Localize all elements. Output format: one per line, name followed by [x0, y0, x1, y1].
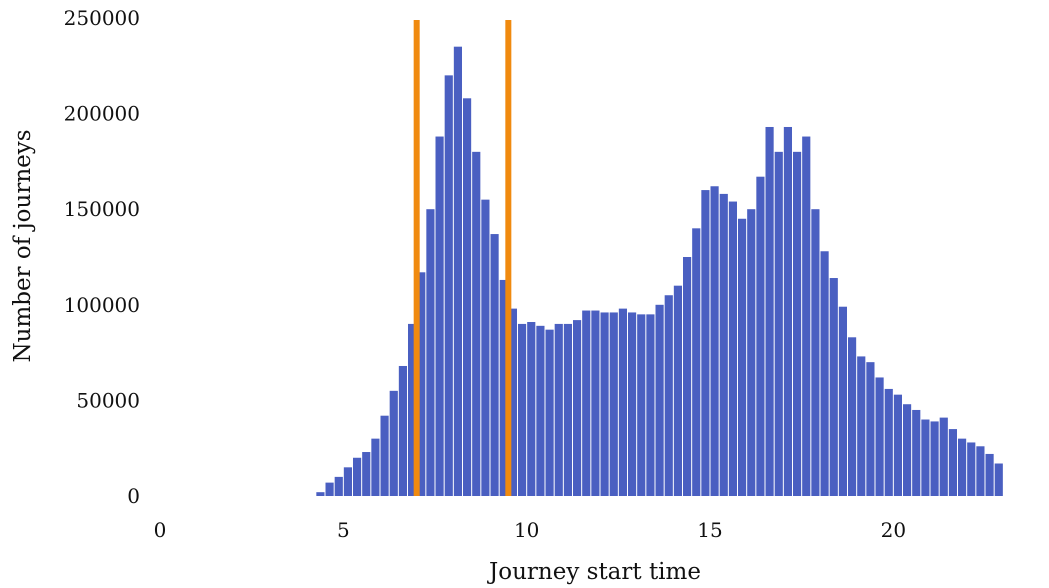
y-tick-labels: 0 50000 100000 150000 200000 250000: [64, 6, 140, 508]
histogram-bar: [618, 308, 627, 496]
y-axis-label: Number of journeys: [10, 129, 36, 362]
histogram-bar: [398, 365, 407, 496]
histogram-bar: [426, 209, 435, 496]
histogram-bar: [967, 442, 976, 496]
histogram-bar: [325, 482, 334, 496]
y-tick-label: 250000: [64, 6, 140, 30]
histogram-bar: [912, 409, 921, 496]
histogram-bar: [829, 278, 838, 496]
vertical-marker-line: [505, 20, 512, 496]
histogram-bar: [692, 228, 701, 496]
y-tick-label: 150000: [64, 197, 140, 221]
histogram-bar: [444, 75, 453, 497]
histogram-bar: [435, 136, 444, 497]
histogram-bar: [738, 218, 747, 496]
histogram-bar: [903, 404, 912, 496]
histogram-bar: [683, 257, 692, 496]
histogram-bar: [728, 201, 737, 497]
histogram-bar: [774, 151, 783, 496]
histogram-bar: [719, 193, 728, 496]
histogram-bar: [673, 285, 682, 496]
histogram-bar: [857, 356, 866, 496]
histogram-bar: [985, 453, 994, 496]
y-tick-label: 0: [127, 484, 140, 508]
histogram-bar: [527, 322, 536, 496]
histogram-bar: [518, 323, 527, 496]
x-tick-label: 20: [881, 518, 906, 542]
histogram-bar: [536, 325, 545, 496]
histogram-bar: [463, 98, 472, 497]
y-tick-label: 50000: [76, 388, 140, 412]
histogram-bar: [600, 312, 609, 496]
histogram-bar: [591, 310, 600, 496]
histogram-bar: [481, 199, 490, 496]
histogram-bar: [811, 209, 820, 496]
histogram-bar: [362, 452, 371, 496]
histogram-bar: [710, 186, 719, 496]
histogram-bar: [499, 279, 508, 496]
y-tick-label: 100000: [64, 293, 140, 317]
x-tick-label: 10: [514, 518, 539, 542]
histogram-bar: [976, 446, 985, 496]
histogram-bar: [994, 463, 1003, 496]
x-tick-labels: 0 5 10 15 20: [154, 518, 906, 542]
x-tick-label: 5: [337, 518, 350, 542]
histogram-bar: [838, 306, 847, 496]
histogram-bar: [573, 320, 582, 496]
histogram-bar: [793, 151, 802, 496]
histogram-bar: [353, 457, 362, 496]
histogram-bar: [802, 136, 811, 497]
histogram-bar: [948, 429, 957, 496]
histogram-bar: [609, 312, 618, 496]
histogram-bar: [884, 388, 893, 496]
histogram-bar: [490, 234, 499, 496]
y-tick-label: 200000: [64, 102, 140, 126]
histogram-bar: [371, 438, 380, 496]
vertical-lines-layer: [413, 20, 512, 496]
histogram-bar: [921, 419, 930, 496]
histogram-bar: [417, 272, 426, 496]
histogram-bar: [628, 312, 637, 496]
histogram-bar: [453, 46, 462, 497]
histogram-bar: [389, 390, 398, 496]
histogram-bar: [334, 476, 343, 496]
histogram-bar: [765, 126, 774, 496]
histogram-bar: [646, 314, 655, 496]
histogram-bar: [582, 310, 591, 496]
histogram-bar: [545, 329, 554, 496]
histogram-bar: [701, 190, 710, 496]
x-tick-label: 0: [154, 518, 167, 542]
histogram-bar: [939, 417, 948, 496]
histogram-bar: [893, 394, 902, 496]
histogram-bar: [637, 314, 646, 496]
x-tick-label: 15: [697, 518, 722, 542]
histogram-bar: [655, 304, 664, 496]
histogram-bar: [563, 323, 572, 496]
histogram-bar: [958, 438, 967, 496]
histogram-bar: [820, 251, 829, 496]
histogram-bar: [848, 337, 857, 496]
x-axis-label: Journey start time: [487, 559, 701, 585]
histogram-bar: [747, 209, 756, 496]
histogram-bar: [380, 415, 389, 496]
histogram-bar: [343, 467, 352, 496]
histogram-bar: [316, 492, 325, 496]
histogram-bar: [783, 126, 792, 496]
histogram-bar: [554, 323, 563, 496]
histogram-bar: [930, 421, 939, 496]
histogram-bar: [875, 377, 884, 496]
histogram-bar: [756, 176, 765, 496]
histogram-bar: [866, 362, 875, 496]
histogram-bar: [472, 151, 481, 496]
histogram-bar: [664, 295, 673, 496]
bars-layer: [316, 46, 1003, 497]
vertical-marker-line: [413, 20, 420, 496]
histogram-bar: [508, 308, 517, 496]
histogram-bar: [408, 323, 417, 496]
